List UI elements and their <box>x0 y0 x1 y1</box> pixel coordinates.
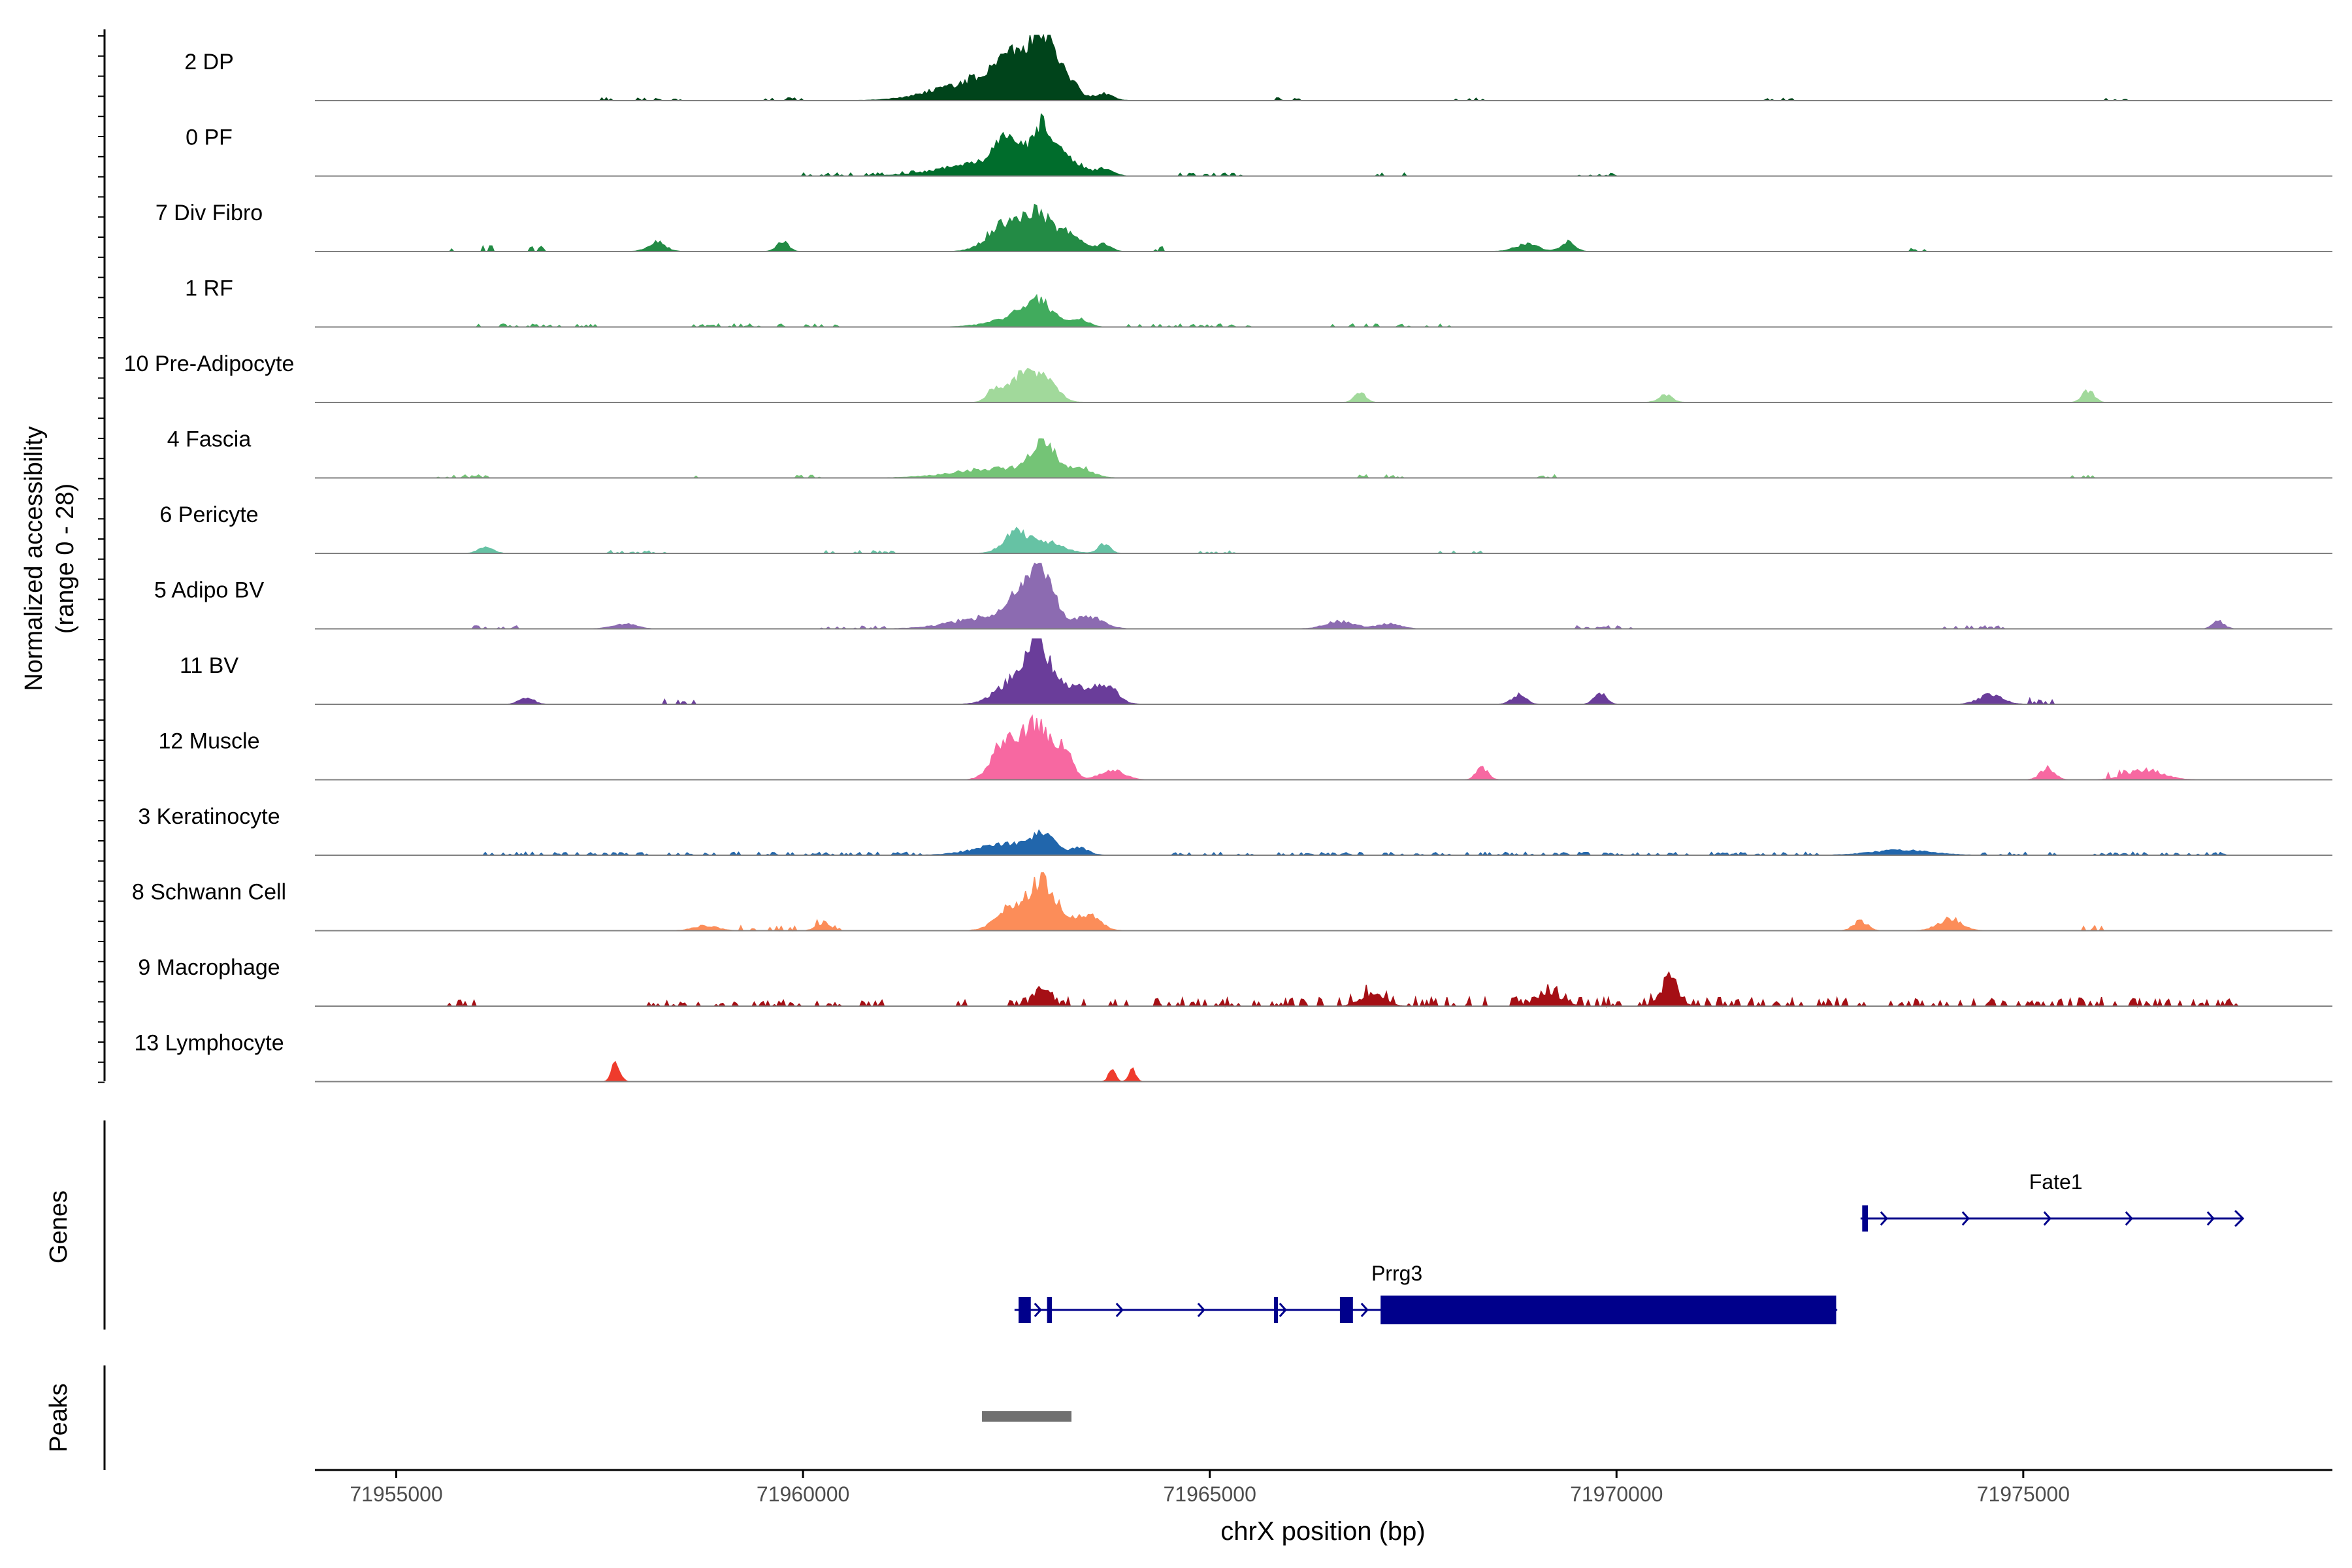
track-4-fascia: 4 Fascia <box>167 427 2332 479</box>
track-label: 1 RF <box>185 276 233 301</box>
x-axis: 71955000 71960000 71965000 71970000 71975000 <box>315 1469 2332 1506</box>
coverage-area <box>315 971 2332 1008</box>
track-label: 9 Macrophage <box>138 955 280 980</box>
strand-arrow <box>1197 1302 1205 1318</box>
strand-arrow <box>2125 1211 2133 1226</box>
gene-prrg3: Prrg3 <box>1014 1262 1838 1324</box>
coverage-area <box>315 203 2332 253</box>
coverage-area <box>315 563 2332 630</box>
track-label: 3 Keratinocyte <box>138 804 280 829</box>
track-label: 6 Pericyte <box>159 502 258 527</box>
track-2-dp: 2 DP <box>184 33 2332 102</box>
x-tick-label: 71970000 <box>1570 1482 1663 1506</box>
track-9-macrophage: 9 Macrophage <box>138 955 2332 1008</box>
strand-arrow <box>2043 1211 2051 1226</box>
coverage-area <box>315 638 2332 706</box>
coverage-area <box>315 438 2332 479</box>
x-tick-label: 71955000 <box>350 1482 442 1506</box>
coverage-area <box>315 293 2332 328</box>
x-tick-label: 71960000 <box>757 1482 849 1506</box>
gene-cds-block <box>1380 1296 1837 1324</box>
track-5-adipo-bv: 5 Adipo BV <box>154 563 2332 630</box>
coverage-area <box>315 714 2332 781</box>
track-12-muscle: 12 Muscle <box>159 714 2332 781</box>
gene-exon <box>1274 1297 1279 1323</box>
track-label: 8 Schwann Cell <box>132 880 286 905</box>
track-6-pericyte: 6 Pericyte <box>159 502 2332 555</box>
coverage-tracks: 2 DP 0 PF 7 Div Fibro 1 RF 10 Pre-Adipocyte 4… <box>98 29 2332 1083</box>
track-3-keratinocyte: 3 Keratinocyte <box>138 804 2332 857</box>
x-tick-label: 71975000 <box>1977 1482 2070 1506</box>
track-label: 0 PF <box>186 125 233 150</box>
track-1-rf: 1 RF <box>185 276 2332 328</box>
track-8-schwann-cell: 8 Schwann Cell <box>132 872 2332 932</box>
peaks-panel <box>103 1365 1071 1470</box>
gene-label: Fate1 <box>2029 1170 2083 1194</box>
gene-exon <box>1862 1205 1869 1232</box>
y-axis-title: Normalized accessibility <box>20 426 48 691</box>
track-label: 11 BV <box>180 653 238 678</box>
track-label: 7 Div Fibro <box>155 201 263 225</box>
gene-fate1: Fate1 <box>1860 1170 2245 1232</box>
coverage-area <box>315 33 2332 102</box>
track-11-bv: 11 BV <box>180 638 2332 706</box>
track-10-pre-adipocyte: 10 Pre-Adipocyte <box>124 351 2332 403</box>
genes-panel: Fate1 Prrg3 <box>103 1120 2245 1330</box>
coverage-area <box>315 367 2332 403</box>
peak-region <box>982 1411 1071 1422</box>
peaks-label: Peaks <box>45 1383 73 1452</box>
gene-exon <box>1339 1297 1353 1323</box>
track-13-lymphocyte: 13 Lymphocyte <box>134 1031 2332 1083</box>
coverage-area <box>315 829 2332 857</box>
track-0-pf: 0 PF <box>186 113 2332 177</box>
track-label: 12 Muscle <box>159 729 260 754</box>
coverage-area <box>315 527 2332 555</box>
strand-arrow <box>2234 1209 2245 1228</box>
strand-arrow <box>1115 1302 1124 1318</box>
coverage-area <box>315 113 2332 177</box>
strand-arrow <box>1279 1302 1287 1318</box>
gene-exon <box>1019 1297 1031 1323</box>
coverage-area <box>315 1060 2332 1083</box>
x-axis-title: chrX position (bp) <box>1220 1517 1425 1546</box>
track-label: 4 Fascia <box>167 427 252 452</box>
strand-arrow <box>2206 1211 2215 1226</box>
gene-label: Prrg3 <box>1371 1262 1422 1285</box>
track-label: 2 DP <box>184 50 234 74</box>
x-tick-label: 71965000 <box>1163 1482 1256 1506</box>
track-label: 5 Adipo BV <box>154 578 265 603</box>
coverage-area <box>315 872 2332 932</box>
track-7-div-fibro: 7 Div Fibro <box>155 201 2332 253</box>
genes-label: Genes <box>45 1190 73 1264</box>
strand-arrow <box>1880 1211 1888 1226</box>
strand-arrow <box>1360 1302 1369 1318</box>
track-label: 10 Pre-Adipocyte <box>124 351 295 376</box>
track-label: 13 Lymphocyte <box>134 1031 284 1056</box>
y-axis-range: (range 0 - 28) <box>52 483 79 634</box>
gene-exon <box>1047 1297 1053 1323</box>
strand-arrow <box>1034 1302 1042 1318</box>
strand-arrow <box>1961 1211 1970 1226</box>
